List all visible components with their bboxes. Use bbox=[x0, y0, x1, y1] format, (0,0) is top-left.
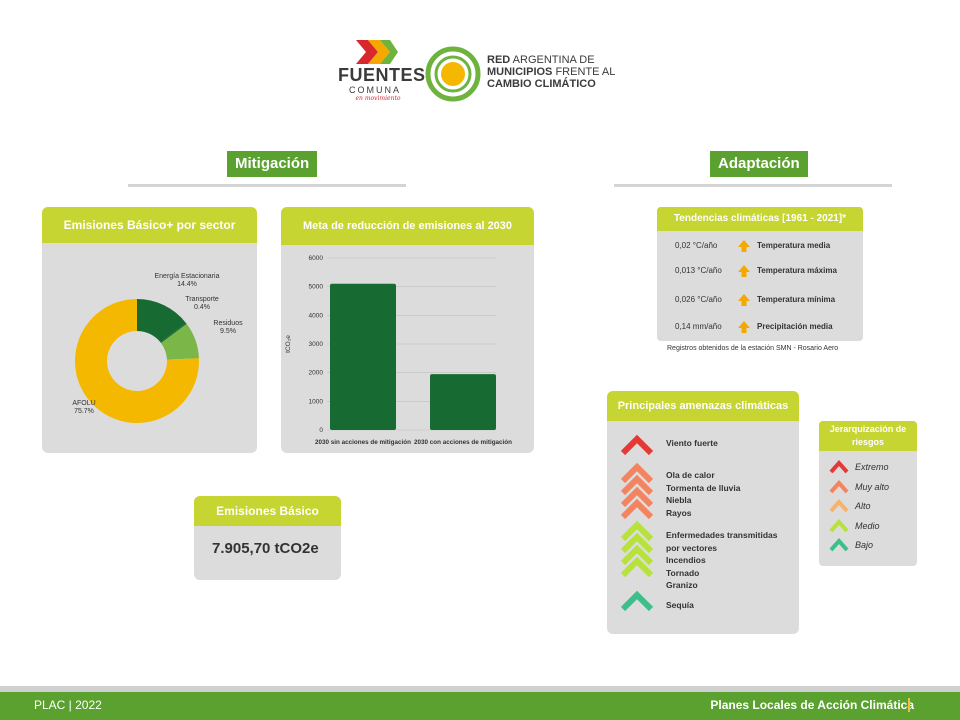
risk-level-label: Bajo bbox=[855, 540, 874, 550]
risk-level-medio: Medio bbox=[829, 518, 880, 533]
trend-name: Temperatura máxima bbox=[757, 266, 837, 275]
bar-ytick-label: 6000 bbox=[309, 255, 324, 262]
bar-ytick-label: 1000 bbox=[309, 398, 324, 405]
up-arrow-icon bbox=[738, 294, 750, 306]
footer-left-text: PLAC | 2022 bbox=[34, 698, 102, 712]
pie-slice-energía-estacionaria bbox=[137, 299, 186, 343]
pie-label-energia: Energía Estacionaria 14.4% bbox=[154, 273, 220, 288]
footer: PLAC | 2022 Planes Locales de Acción Cli… bbox=[0, 692, 960, 720]
basic-emissions-value: 7.905,70 tCO2e bbox=[212, 540, 319, 557]
up-arrow-icon bbox=[738, 265, 750, 277]
reduction-bar-chart: 0 1000 2000 3000 4000 5000 6000 tCO₂e 2030 sin a… bbox=[285, 255, 512, 446]
risk-level-label: Alto bbox=[855, 501, 871, 511]
extremo-chevron-icon bbox=[620, 434, 654, 456]
up-arrow-icon bbox=[738, 240, 750, 252]
footer-divider bbox=[0, 686, 960, 692]
risk-level-bajo: Bajo bbox=[829, 537, 873, 552]
threat-group-muy-alto: Ola de calor Tormenta de lluvia Niebla R… bbox=[666, 470, 741, 518]
chevron-up-icon bbox=[829, 537, 849, 552]
chevron-up-icon bbox=[829, 498, 849, 513]
chevron-up-icon bbox=[829, 459, 849, 474]
footer-right-text: Planes Locales de Acción Climática bbox=[710, 698, 914, 712]
risk-level-label: Muy alto bbox=[855, 481, 890, 492]
reduction-goal-card: Meta de reducción de emisiones al 2030 0… bbox=[281, 207, 534, 453]
chevron-up-icon bbox=[829, 518, 849, 532]
bar-ylabel: tCO₂e bbox=[285, 335, 292, 353]
basic-emissions-title: Emisiones Básico bbox=[194, 496, 341, 526]
threat-group-medio: Enfermedades transmitidas por vectores I… bbox=[666, 530, 778, 590]
chevron-up-icon bbox=[829, 479, 849, 493]
risk-ranking-title: Jerarquización de riesgos bbox=[819, 421, 917, 451]
pie-slice-residuos bbox=[161, 323, 199, 360]
trend-row: 0,02 °C/año Temperatura media bbox=[657, 239, 863, 253]
trend-value: 0,02 °C/año bbox=[675, 241, 718, 250]
trend-row: 0,026 °C/año Temperatura mínima bbox=[657, 293, 863, 307]
movimiento-tagline: en movimiento bbox=[355, 95, 401, 102]
climate-trends-title: Tendencias climáticas [1961 - 2021]* bbox=[657, 207, 863, 231]
adaptation-title: Adaptación bbox=[710, 151, 808, 177]
adaptation-divider bbox=[614, 184, 892, 187]
pie-slice-transporte bbox=[160, 322, 187, 344]
pie-label-transporte: Transporte 0.4% bbox=[185, 296, 219, 311]
up-arrow-icon bbox=[738, 321, 750, 333]
basic-emissions-card: Emisiones Básico 7.905,70 tCO2e bbox=[194, 496, 341, 580]
bar-ytick-label: 3000 bbox=[309, 341, 324, 348]
pie-slice-afolu bbox=[75, 299, 199, 423]
bar-ytick-label: 0 bbox=[319, 427, 323, 434]
risk-level-alto: Alto bbox=[829, 498, 871, 513]
risk-ranking-card: Jerarquización de riesgos Extremo Muy alt… bbox=[819, 421, 917, 566]
comuna-wordmark: COMUNA bbox=[349, 85, 401, 95]
trend-name: Temperatura mínima bbox=[757, 295, 836, 304]
climate-threats-title: Principales amenazas climáticas bbox=[607, 391, 799, 421]
reduction-goal-title: Meta de reducción de emisiones al 2030 bbox=[281, 207, 534, 245]
sector-pie-chart bbox=[75, 299, 199, 423]
bar-con-acciones bbox=[430, 374, 496, 430]
threat-group-extremo: Viento fuerte bbox=[666, 438, 718, 448]
bar-ytick-label: 2000 bbox=[309, 370, 324, 377]
sector-emissions-card: Emisiones Básico+ por sector Energía Est… bbox=[42, 207, 257, 453]
mitigation-title: Mitigación bbox=[227, 151, 318, 177]
bar-sin-acciones bbox=[330, 283, 396, 430]
trend-row: 0,013 °C/año Temperatura máxima bbox=[657, 264, 863, 278]
trend-row: 0,14 mm/año Precipitación media bbox=[657, 320, 863, 334]
sector-emissions-title: Emisiones Básico+ por sector bbox=[42, 207, 257, 243]
trend-name: Temperatura media bbox=[757, 241, 831, 250]
fuentes-comuna-logo: FUENTES COMUNA en movimiento bbox=[338, 38, 426, 108]
risk-level-muy-alto: Muy alto bbox=[829, 479, 889, 494]
fuentes-chevrons-icon bbox=[356, 40, 398, 64]
climate-trends-note: Registros obtenidos de la estación SMN -… bbox=[667, 345, 839, 352]
risk-level-label: Medio bbox=[855, 520, 880, 531]
risk-level-label: Extremo bbox=[855, 462, 889, 472]
trend-value: 0,026 °C/año bbox=[675, 295, 722, 304]
threat-group-bajo: Sequía bbox=[666, 600, 694, 610]
medio-chevron-icon bbox=[620, 520, 654, 578]
fuentes-wordmark: FUENTES bbox=[338, 65, 426, 85]
climate-trends-card: Tendencias climáticas [1961 - 2021]* 0,0… bbox=[657, 207, 863, 341]
risk-level-extremo: Extremo bbox=[829, 459, 889, 474]
mitigation-divider bbox=[128, 184, 406, 187]
bar-category-label: 2030 con acciones de mitigación bbox=[414, 439, 512, 446]
trend-value: 0,14 mm/año bbox=[675, 322, 722, 331]
bar-category-label: 2030 sin acciones de mitigación bbox=[315, 439, 411, 446]
bajo-chevron-icon bbox=[620, 590, 654, 612]
pie-label-residuos: Residuos 9.5% bbox=[213, 320, 243, 335]
red-circle-sun-icon bbox=[425, 46, 481, 102]
bar-ytick-label: 4000 bbox=[309, 312, 324, 319]
climate-threats-card: Principales amenazas climáticas Viento f… bbox=[607, 391, 799, 634]
trend-name: Precipitación media bbox=[757, 322, 833, 331]
threat-level-arrows bbox=[620, 434, 654, 612]
red-argentina-text: RED ARGENTINA DE MUNICIPIOS FRENTE AL CA… bbox=[487, 54, 616, 90]
trend-value: 0,013 °C/año bbox=[675, 266, 722, 275]
red-argentina-logo: RED ARGENTINA DE MUNICIPIOS FRENTE AL CA… bbox=[425, 44, 625, 104]
bar-ytick-label: 5000 bbox=[309, 284, 324, 291]
pie-label-afolu: AFOLU 75.7% bbox=[72, 400, 96, 415]
muy-alto-chevron-icon bbox=[620, 462, 654, 520]
footer-accent-bar bbox=[908, 698, 910, 712]
